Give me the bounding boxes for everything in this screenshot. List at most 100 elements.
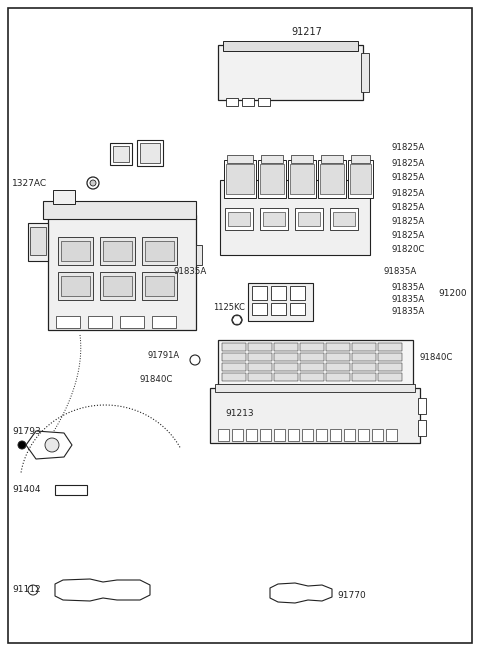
Bar — [252, 303, 267, 315]
Bar — [252, 286, 267, 300]
Bar — [222, 373, 246, 381]
Bar — [226, 98, 238, 106]
Bar — [248, 283, 313, 321]
Bar — [61, 241, 90, 261]
Bar — [28, 223, 48, 261]
Text: 91835A: 91835A — [392, 307, 425, 317]
Bar — [53, 190, 75, 204]
Bar — [288, 160, 316, 198]
Bar — [58, 237, 93, 265]
Bar — [318, 160, 346, 198]
Bar — [218, 340, 413, 388]
Bar — [248, 363, 272, 371]
Bar — [152, 316, 176, 328]
Bar — [222, 363, 246, 371]
Bar — [274, 429, 285, 441]
Bar — [218, 429, 229, 441]
Bar — [55, 485, 87, 495]
Circle shape — [87, 177, 99, 189]
Bar — [300, 353, 324, 361]
Bar — [225, 208, 253, 230]
Text: 91793: 91793 — [12, 428, 41, 436]
Bar — [222, 343, 246, 351]
Bar — [210, 388, 420, 443]
Bar — [271, 303, 286, 315]
Bar — [326, 373, 350, 381]
Bar — [358, 429, 369, 441]
Bar — [274, 373, 298, 381]
Bar — [258, 98, 270, 106]
Bar — [274, 353, 298, 361]
Bar — [326, 343, 350, 351]
Bar — [228, 212, 250, 226]
Bar — [224, 160, 256, 198]
Bar — [140, 143, 160, 163]
Bar — [258, 160, 286, 198]
Text: 91840C: 91840C — [420, 353, 454, 361]
Bar — [110, 143, 132, 165]
Bar — [361, 53, 369, 92]
Bar — [218, 45, 363, 100]
Bar — [300, 343, 324, 351]
Bar — [320, 164, 344, 194]
Bar — [316, 429, 327, 441]
Circle shape — [232, 315, 242, 325]
Text: 1125KC: 1125KC — [213, 304, 245, 313]
Bar — [352, 363, 376, 371]
Bar — [326, 363, 350, 371]
Bar — [48, 215, 196, 330]
Bar — [142, 272, 177, 300]
Circle shape — [45, 438, 59, 452]
Text: 91217: 91217 — [291, 27, 323, 37]
Bar — [260, 429, 271, 441]
Bar — [271, 286, 286, 300]
Bar — [290, 286, 305, 300]
Bar — [120, 316, 144, 328]
Bar — [288, 429, 299, 441]
Text: 91825A: 91825A — [392, 173, 425, 183]
Text: 91791A: 91791A — [148, 351, 180, 361]
Bar — [386, 429, 397, 441]
Bar — [142, 237, 177, 265]
Bar — [330, 208, 358, 230]
Bar — [100, 272, 135, 300]
Text: 91770: 91770 — [337, 591, 366, 599]
Polygon shape — [26, 431, 72, 459]
Bar — [61, 276, 90, 296]
Bar — [56, 316, 80, 328]
Bar — [263, 212, 285, 226]
Bar — [302, 429, 313, 441]
Bar — [378, 353, 402, 361]
Bar — [321, 155, 343, 163]
Text: 91200: 91200 — [438, 290, 467, 298]
Bar — [295, 208, 323, 230]
Circle shape — [90, 180, 96, 186]
Bar — [378, 363, 402, 371]
Bar — [261, 155, 283, 163]
Bar — [300, 363, 324, 371]
Polygon shape — [270, 583, 332, 603]
Bar — [298, 212, 320, 226]
Bar — [100, 237, 135, 265]
Text: 91820C: 91820C — [392, 246, 425, 254]
Text: 91835A: 91835A — [384, 267, 417, 277]
Bar — [291, 155, 313, 163]
Bar — [378, 343, 402, 351]
Bar — [352, 343, 376, 351]
Bar — [220, 180, 370, 255]
Bar — [378, 373, 402, 381]
Bar — [290, 164, 314, 194]
Bar — [103, 276, 132, 296]
Bar — [145, 276, 174, 296]
Bar — [260, 208, 288, 230]
Bar — [418, 420, 426, 436]
Bar — [274, 363, 298, 371]
Text: 91825A: 91825A — [392, 189, 425, 198]
Text: 91835A: 91835A — [174, 267, 207, 277]
Polygon shape — [232, 315, 242, 325]
Text: 91825A: 91825A — [392, 202, 425, 212]
Text: 91835A: 91835A — [392, 284, 425, 292]
Bar — [352, 373, 376, 381]
Bar — [113, 146, 129, 162]
Bar — [196, 245, 202, 265]
